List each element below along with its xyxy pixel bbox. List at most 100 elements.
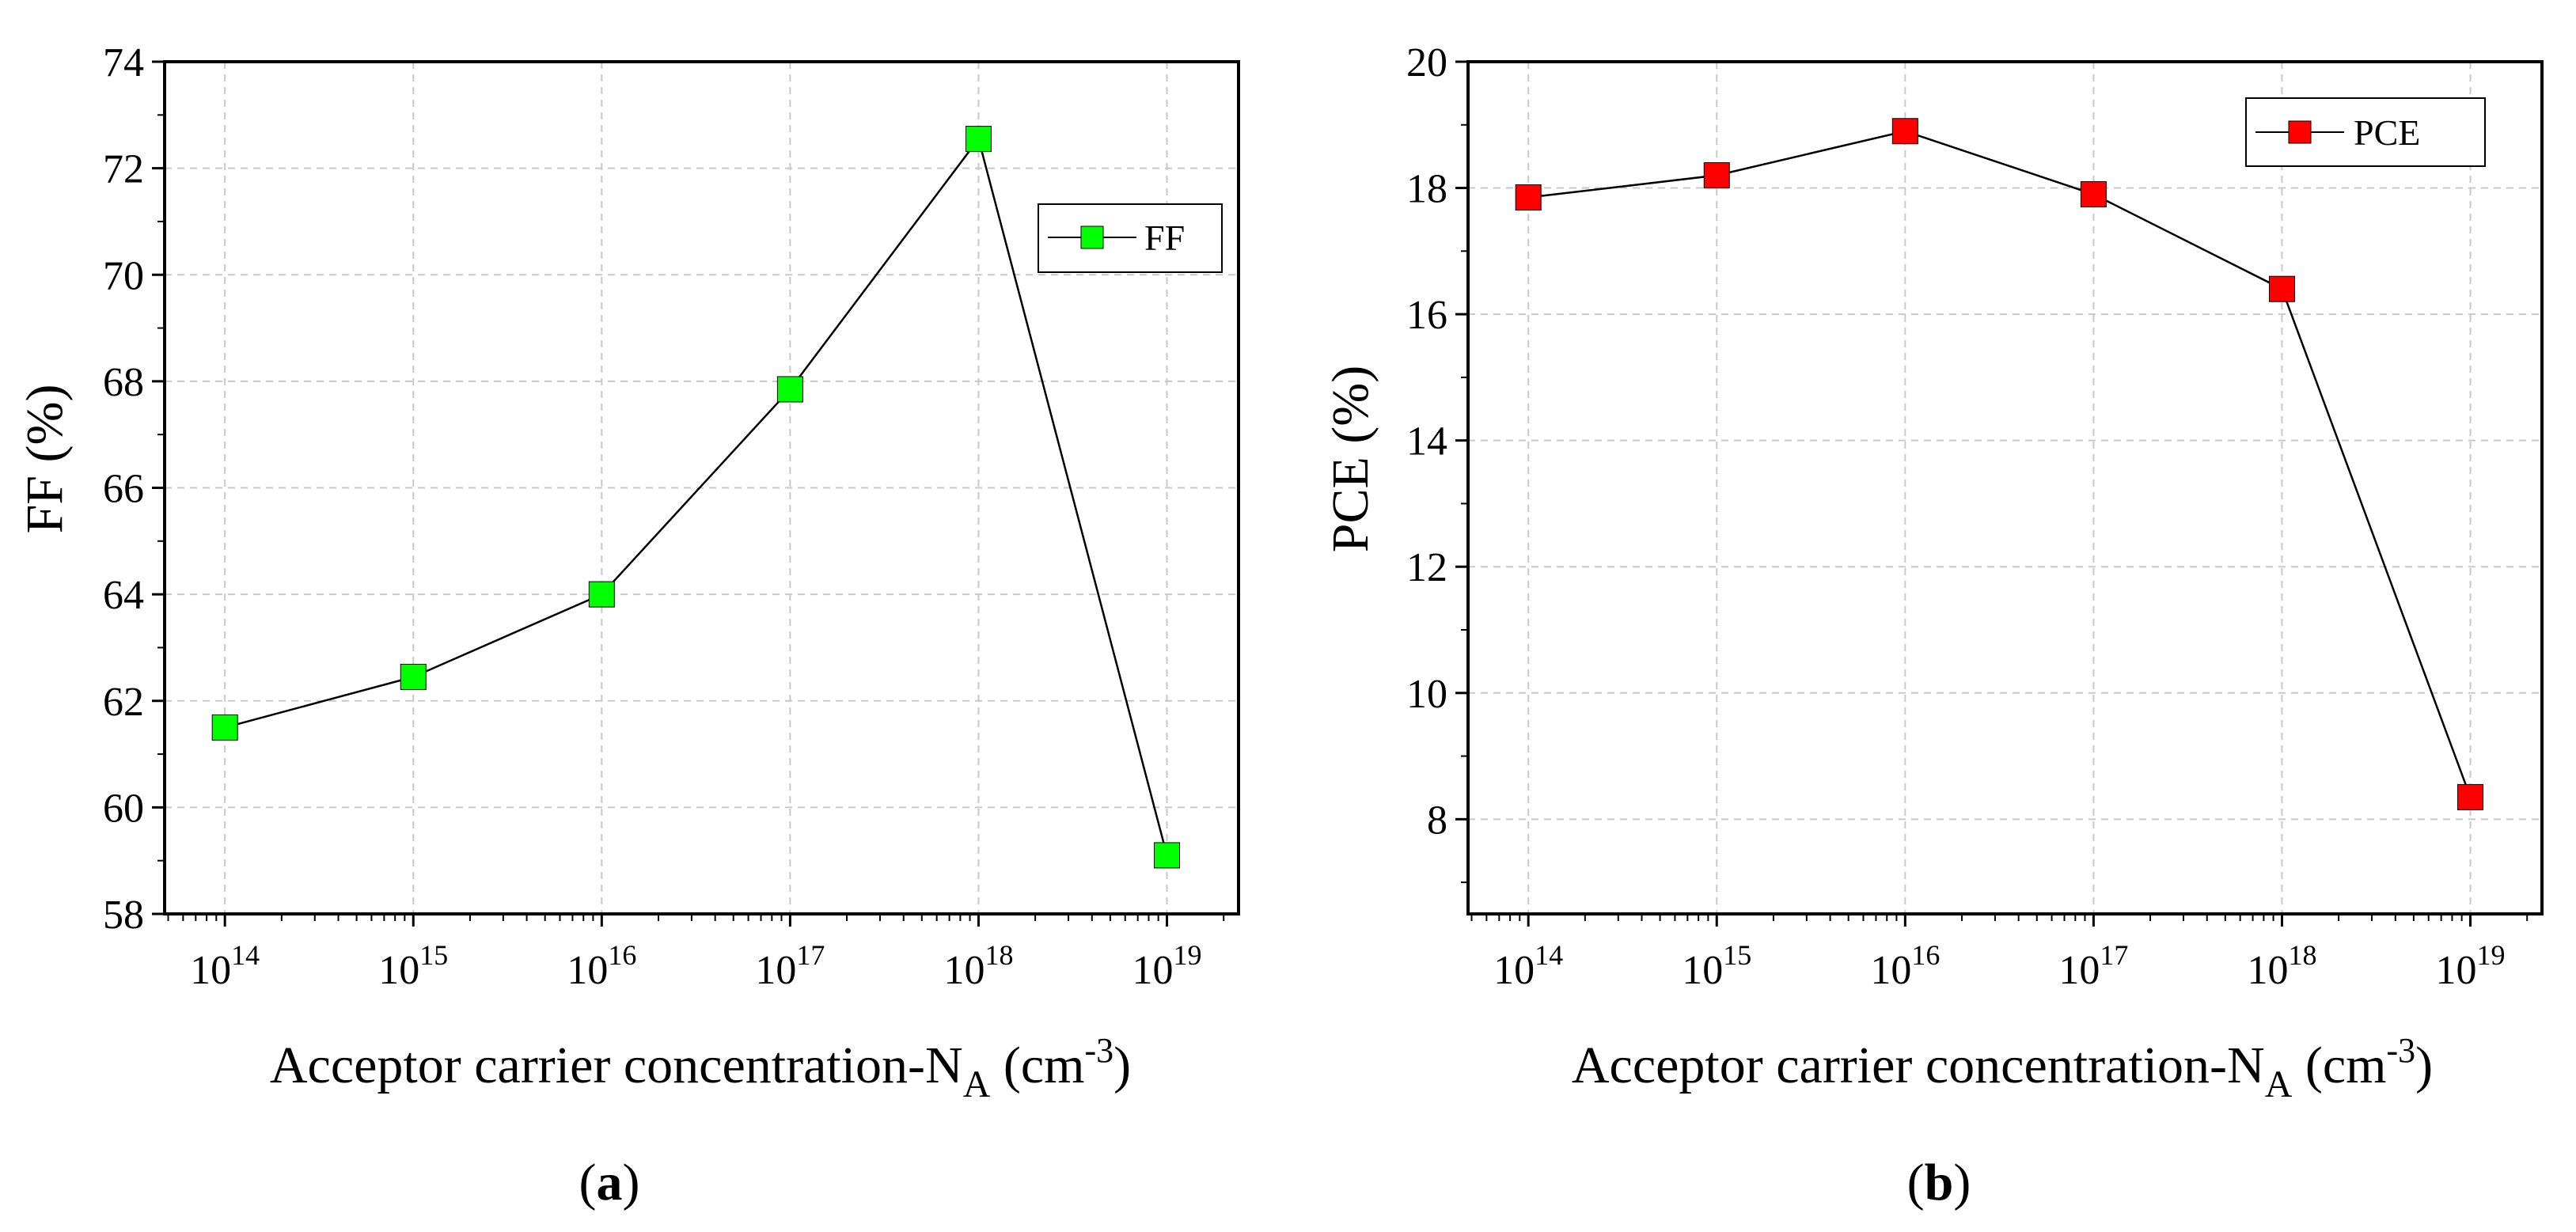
panel-a-x-tick-label-base: 10	[1132, 948, 1174, 993]
panel-b-label: (b)	[1907, 1154, 1971, 1211]
panel-b-y-tick-label: 20	[1406, 40, 1447, 85]
panel-b-y-tick-label: 10	[1406, 672, 1447, 717]
panel-a-data-point	[965, 126, 992, 153]
panel-b-legend-label: PCE	[2354, 112, 2420, 153]
panel-b-x-tick-label-exponent: 14	[1535, 939, 1563, 971]
panel-a-y-tick-label: 68	[103, 360, 144, 405]
panel-b-x-tick-label-base: 10	[1682, 948, 1723, 993]
panel-a-x-tick-label-base: 10	[190, 948, 231, 993]
panel-b-label-close: )	[1953, 1154, 1971, 1211]
panel-a-x-axis-title-subscript: A	[963, 1063, 991, 1105]
panel-a-legend: FF	[1038, 203, 1223, 273]
panel-a-y-tick-labels: 58 60 62 64 66 68 70 72 74	[103, 40, 144, 938]
panel-a-legend-marker	[1080, 226, 1104, 249]
panel-a-x-tick-label-base: 10	[943, 948, 984, 993]
panel-b-x-tick-label-base: 10	[1493, 948, 1535, 993]
panel-a-y-tick-label: 74	[103, 40, 144, 85]
panel-b-x-tick-label-exponent: 17	[2100, 939, 2128, 971]
panel-a-x-tick-label-exponent: 15	[419, 939, 448, 971]
panel-a-x-tick-label: 1014	[190, 939, 260, 993]
panel-a-x-tick-label-base: 10	[378, 948, 419, 993]
panel-a-x-axis-title-unit-exponent: -3	[1084, 1031, 1113, 1070]
panel-a-series-line	[224, 136, 1168, 856]
panel-a-x-tick-label: 1015	[378, 939, 448, 993]
panel-b-data-point	[1891, 118, 1918, 145]
panel-b-x-tick-label-base: 10	[2436, 948, 2477, 993]
panel-b-x-tick-label: 1018	[2247, 939, 2316, 993]
panel-b-data-point	[1515, 184, 1542, 211]
panel-a-y-tick-label: 60	[103, 786, 144, 831]
panel-b-y-axis-title: PCE (%)	[1322, 366, 1379, 552]
panel-b-legend-marker	[2288, 120, 2312, 144]
panel-a-x-tick-label: 1017	[755, 939, 825, 993]
panel-a-data-point	[1154, 842, 1181, 869]
panel-b-legend: PCE	[2245, 97, 2486, 167]
panel-b-label-letter: b	[1925, 1154, 1954, 1211]
panel-a-x-tick-label-exponent: 14	[231, 939, 260, 971]
panel-b-data-point	[2457, 783, 2484, 810]
panel-b-x-tick-label-base: 10	[2247, 948, 2288, 993]
panel-b-x-tick-label: 1016	[1870, 939, 1940, 993]
panel-a-x-tick-label: 1016	[567, 939, 636, 993]
panel-a-series	[211, 126, 1181, 869]
panel-a-data-point	[211, 714, 238, 741]
panel-a-x-tick-label-exponent: 18	[984, 939, 1013, 971]
panel-b-x-axis-title-unit-close: )	[2415, 1037, 2433, 1094]
panel-a-x-tick-label-base: 10	[567, 948, 608, 993]
panel-b-plot-frame	[1466, 60, 2544, 915]
panel-b-y-tick-label: 12	[1406, 545, 1447, 590]
panel-b-x-tick-label-base: 10	[2058, 948, 2100, 993]
panel-b-x-tick-labels: 1014 1015 1016 1017 1018 1019	[1493, 939, 2505, 993]
panel-a-x-axis-title-unit: (cm	[990, 1037, 1084, 1094]
panel-a-legend-label: FF	[1144, 218, 1185, 258]
panel-b-x-tick-label-base: 10	[1870, 948, 1911, 993]
panel-b-x-axis-title-unit: (cm	[2292, 1037, 2386, 1094]
panel-a-label-open: (	[579, 1154, 597, 1211]
panel-a-label-letter: a	[597, 1154, 623, 1211]
panel-b-x-axis-title-unit-exponent: -3	[2386, 1031, 2415, 1070]
panel-b-x-tick-label: 1017	[2058, 939, 2128, 993]
panel-b-y-tick-labels: 8 10 12 14 16 18 20	[1406, 40, 1447, 843]
panel-b-x-tick-label-exponent: 16	[1911, 939, 1940, 971]
panel-a-y-tick-label: 66	[103, 467, 144, 512]
panel-a-data-point	[400, 663, 427, 690]
panel-a-plot-frame	[163, 60, 1240, 915]
panel-a-label: (a)	[579, 1154, 640, 1211]
panel-a-x-tick-label-exponent: 17	[796, 939, 825, 971]
panel-a-x-tick-labels: 1014 1015 1016 1017 1018 1019	[190, 939, 1201, 993]
panel-b-y-tick-label: 14	[1406, 419, 1447, 464]
panel-b-x-tick-label: 1014	[1493, 939, 1563, 993]
panel-b-x-tick-label-exponent: 18	[2288, 939, 2316, 971]
panel-b-series-line	[1528, 130, 2472, 798]
panel-b-data-point	[2080, 181, 2107, 208]
panel-a-y-tick-label: 64	[103, 573, 144, 618]
panel-b-x-axis-title: Acceptor carrier concentration-NA (cm-3)	[1572, 1031, 2433, 1105]
panel-a-x-axis-title-main: Acceptor carrier concentration-N	[270, 1037, 963, 1094]
panel-a-y-tick-label: 70	[103, 253, 144, 298]
panel-a-x-tick-label-exponent: 19	[1174, 939, 1202, 971]
panel-a-label-close: )	[623, 1154, 640, 1211]
panel-a-y-axis-title: FF (%)	[16, 385, 74, 534]
panel-a-y-tick-label: 62	[103, 680, 144, 725]
panel-a-x-axis-title-unit-close: )	[1113, 1037, 1131, 1094]
panel-b-gridlines	[1468, 62, 2542, 914]
panel-b-label-open: (	[1907, 1154, 1925, 1211]
panel-a-x-tick-label: 1019	[1132, 939, 1202, 993]
panel-a-y-tick-label: 72	[103, 147, 144, 192]
panel-a-data-point	[776, 376, 803, 403]
panel-a-x-tick-label: 1018	[943, 939, 1013, 993]
panel-a-x-axis-title: Acceptor carrier concentration-NA (cm-3)	[270, 1031, 1131, 1105]
panel-b-x-tick-label: 1019	[2436, 939, 2506, 993]
panel-b-data-point	[2268, 275, 2295, 302]
panel-b-series	[1515, 118, 2484, 810]
panel-a-x-tick-label-base: 10	[755, 948, 796, 993]
panel-b-x-axis-title-main: Acceptor carrier concentration-N	[1572, 1037, 2265, 1094]
panel-b-y-tick-label: 16	[1406, 293, 1447, 338]
panel-b-y-tick-label: 18	[1406, 167, 1447, 212]
panel-b-x-tick-label-exponent: 15	[1723, 939, 1751, 971]
panel-b-data-point	[1703, 162, 1730, 189]
